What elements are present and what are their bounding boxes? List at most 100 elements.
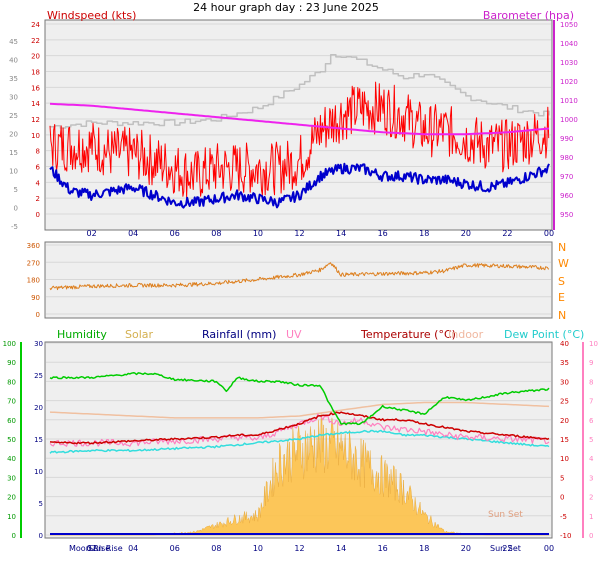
- wind-x-tick-label: 04: [128, 229, 138, 238]
- temp-x-tick-label: 20: [461, 544, 471, 553]
- rain-tick-label: 15: [34, 436, 43, 444]
- temp-tick-label: 35: [560, 359, 569, 367]
- wind-outer-tick-label: 45: [9, 38, 18, 46]
- direction-tick-label: 360: [27, 242, 40, 250]
- humidity-tick-label: 60: [7, 417, 16, 425]
- dewpoint-line: [49, 429, 550, 454]
- humidity-tick-label: 30: [7, 474, 16, 482]
- solar-label: Solar: [125, 328, 154, 341]
- uv-tick-label: 2: [589, 494, 593, 502]
- compass-label: S: [558, 275, 565, 288]
- barometer-line: [49, 102, 550, 136]
- uv-tick-label: 6: [589, 417, 594, 425]
- wind-inner-tick-label: 14: [31, 100, 40, 108]
- compass-label: E: [558, 291, 565, 304]
- wind-outer-tick-label: 35: [9, 75, 18, 83]
- humidity-tick-label: 90: [7, 359, 16, 367]
- baro-tick-label: 980: [560, 154, 573, 162]
- temp-x-tick-label: 08: [211, 544, 221, 553]
- wind-direction-line: [49, 262, 550, 291]
- temp-x-tick-label: 02: [86, 544, 96, 553]
- wind-x-tick-label: 16: [378, 229, 388, 238]
- temp-x-tick-label: 06: [170, 544, 180, 553]
- baro-tick-label: 1020: [560, 78, 578, 86]
- moonrise-label: Moon Rise: [69, 544, 110, 553]
- rain-tick-label: 5: [39, 500, 43, 508]
- baro-tick-label: 1030: [560, 59, 578, 67]
- direction-tick-label: 90: [31, 294, 40, 302]
- humidity-tick-label: 50: [7, 436, 16, 444]
- wind-outer-tick-label: -5: [11, 223, 18, 231]
- temp-tick-label: 0: [560, 494, 564, 502]
- humidity-line: [49, 372, 550, 426]
- wind-inner-tick-label: 22: [31, 37, 40, 45]
- temp-x-tick-label: 16: [378, 544, 388, 553]
- temperature-line: [49, 411, 550, 445]
- direction-tick-label: 0: [36, 311, 40, 319]
- wind-x-tick-label: 18: [419, 229, 429, 238]
- rain-tick-label: 25: [34, 372, 43, 380]
- humidity-label: Humidity: [57, 328, 107, 341]
- barometer-label: Barometer (hpa): [483, 9, 574, 22]
- wind-outer-tick-label: 5: [14, 186, 18, 194]
- baro-tick-label: 1010: [560, 97, 578, 105]
- wind-x-tick-label: 12: [294, 229, 304, 238]
- temp-tick-label: 40: [560, 340, 569, 348]
- direction-tick-label: 180: [27, 277, 40, 285]
- average-wind-line: [49, 162, 550, 209]
- temperature-label: Temperature (°C): [360, 328, 456, 341]
- compass-label: N: [558, 241, 566, 254]
- humidity-tick-label: 10: [7, 513, 16, 521]
- humidity-tick-label: 80: [7, 378, 16, 386]
- temp-x-tick-label: 00: [544, 544, 554, 553]
- uv-tick-label: 8: [589, 378, 593, 386]
- baro-tick-label: 1000: [560, 116, 578, 124]
- temp-tick-label: 20: [560, 417, 569, 425]
- temp-x-tick-label: 14: [336, 544, 346, 553]
- wind-inner-tick-label: 4: [36, 179, 41, 187]
- temp-x-tick-label: 04: [128, 544, 138, 553]
- temp-x-tick-label: 22: [502, 544, 512, 553]
- baro-tick-label: 950: [560, 211, 573, 219]
- uv-tick-label: 0: [589, 532, 593, 540]
- wind-outer-tick-label: 25: [9, 112, 18, 120]
- gust-line: [49, 81, 550, 199]
- temp-tick-label: 15: [560, 436, 569, 444]
- uv-label: UV: [286, 328, 302, 341]
- wind-inner-tick-label: 18: [31, 69, 40, 77]
- wind-inner-tick-label: 0: [36, 211, 40, 219]
- temp-x-tick-label: 18: [419, 544, 429, 553]
- baro-tick-label: 1040: [560, 40, 578, 48]
- humidity-tick-label: 70: [7, 398, 16, 406]
- uv-tick-label: 7: [589, 398, 593, 406]
- wind-x-tick-label: 20: [461, 229, 471, 238]
- sunset-small-label: Sun Set: [490, 544, 521, 553]
- wind-inner-tick-label: 8: [36, 148, 40, 156]
- temp-tick-label: -10: [560, 532, 571, 540]
- uv-tick-label: 10: [589, 340, 598, 348]
- windspeed-label: Windspeed (kts): [47, 9, 136, 22]
- wind-inner-tick-label: 6: [36, 164, 41, 172]
- rain-tick-label: 10: [34, 468, 43, 476]
- wind-inner-tick-label: 20: [31, 53, 40, 61]
- wind-outer-tick-label: 10: [9, 168, 18, 176]
- rainfall-label: Rainfall (mm): [202, 328, 276, 341]
- baro-tick-label: 990: [560, 135, 573, 143]
- humidity-tick-label: 100: [3, 340, 16, 348]
- temp-x-tick-label: 12: [294, 544, 304, 553]
- sunrise-label: Sun Rise: [88, 544, 123, 553]
- uv-tick-label: 5: [589, 436, 593, 444]
- humidity-tick-label: 20: [7, 494, 16, 502]
- baro-tick-label: 960: [560, 192, 573, 200]
- uv-line: [49, 413, 550, 447]
- compass-label: N: [558, 309, 566, 322]
- direction-tick-label: 270: [27, 259, 40, 267]
- temp-x-tick-label: 10: [253, 544, 263, 553]
- uv-tick-label: 3: [589, 474, 593, 482]
- wind-inner-tick-label: 10: [31, 132, 40, 140]
- wind-x-tick-label: 00: [544, 229, 554, 238]
- page-title: 24 hour graph day : 23 June 2025: [193, 1, 379, 14]
- temp-tick-label: -5: [560, 513, 567, 521]
